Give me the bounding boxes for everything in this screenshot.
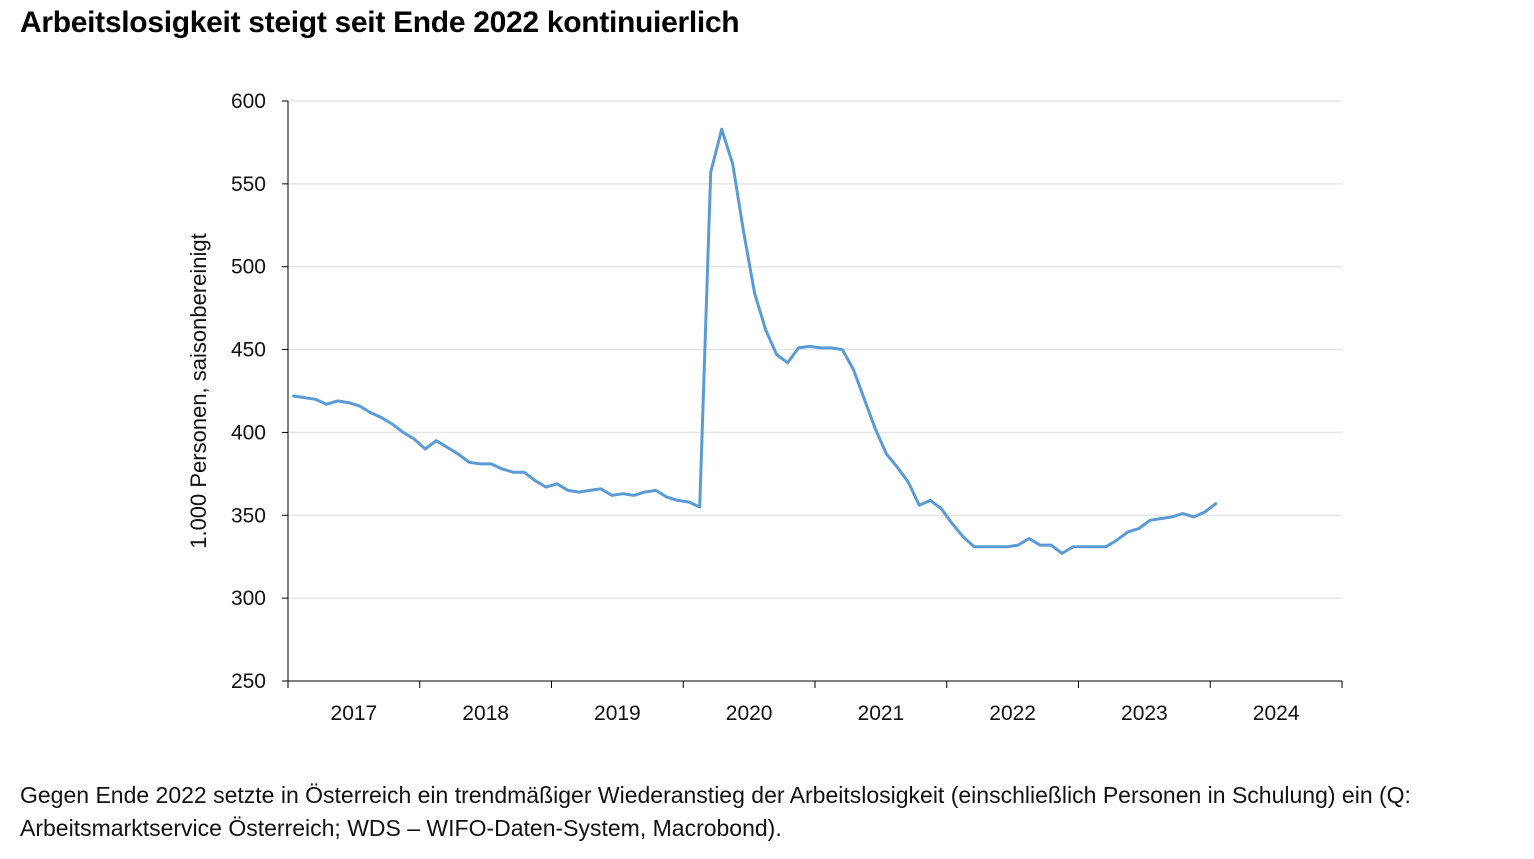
x-tick-label: 2024: [1253, 702, 1300, 725]
y-tick-label: 550: [231, 173, 266, 196]
x-tick-label: 2021: [858, 702, 905, 725]
y-tick-label: 500: [231, 256, 266, 279]
gridlines: [288, 100, 1342, 599]
series-line: [292, 127, 1218, 555]
y-tick-label: 400: [231, 421, 266, 444]
y-tick-label: 300: [231, 587, 266, 610]
x-tick-label: 2022: [989, 702, 1036, 725]
y-axis-title: 1.000 Personen, saisonbereinigt: [186, 233, 211, 549]
y-tick-label: 250: [231, 670, 266, 693]
x-tick-label: 2017: [331, 702, 378, 725]
chart-caption: Gegen Ende 2022 setzte in Österreich ein…: [20, 782, 1411, 841]
x-tick-label: 2018: [462, 702, 509, 725]
axes: [282, 100, 1343, 688]
series-group: [292, 127, 1218, 555]
y-tick-label: 600: [231, 90, 266, 113]
x-tick-label: 2019: [594, 702, 641, 725]
y-tick-label: 450: [231, 339, 266, 362]
x-tick-label: 2023: [1121, 702, 1168, 725]
x-tick-label: 2020: [726, 702, 773, 725]
y-tick-labels: 250 300 350 400 450 500 550 600: [231, 90, 266, 693]
chart-title: Arbeitslosigkeit steigt seit Ende 2022 k…: [20, 6, 740, 39]
x-tick-labels: 2017 2018 2019 2020 2021 2022 2023 2024: [331, 702, 1300, 725]
y-tick-label: 350: [231, 504, 266, 527]
